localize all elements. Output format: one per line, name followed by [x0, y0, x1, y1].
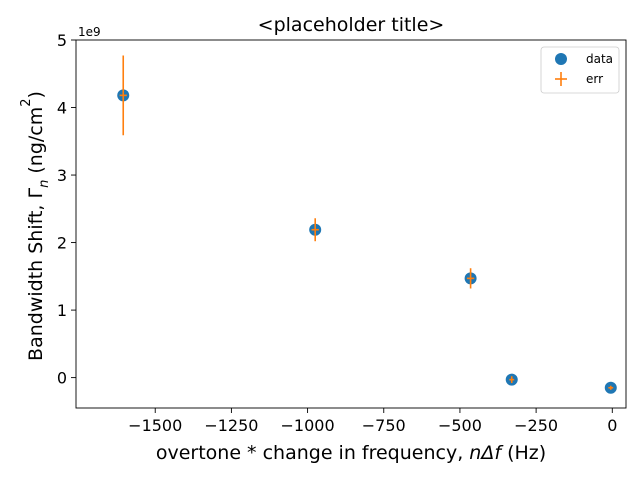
plot-area [75, 39, 627, 409]
y-tick-label: 5 [57, 31, 67, 50]
error-bar [509, 376, 515, 384]
x-axis-label: overtone * change in frequency, nΔf (Hz) [156, 442, 546, 464]
error-bar [119, 55, 127, 136]
y-axis-label: Bandwidth Shift, Γn (ng/cm2) [19, 91, 52, 361]
x-tick-label: −500 [438, 416, 482, 435]
error-bar [311, 218, 319, 242]
y-axis: 0 1 2 3 4 5 [57, 31, 76, 388]
error-bar [608, 385, 614, 390]
y-tick-label: 0 [57, 369, 67, 388]
x-tick-label: −1250 [204, 416, 258, 435]
legend-data-label: data [586, 52, 613, 66]
x-tick-label: −1000 [281, 416, 335, 435]
chart-title: <placeholder title> [258, 14, 445, 36]
legend: data err [540, 46, 620, 94]
x-tick-label: 0 [607, 416, 617, 435]
series-layer [117, 55, 617, 394]
x-tick-label: −1500 [128, 416, 182, 435]
y-tick-label: 2 [57, 234, 67, 253]
x-axis: −1500 −1250 −1000 −750 −500 −250 0 [128, 408, 617, 435]
x-tick-label: −250 [514, 416, 558, 435]
y-exponent-label: 1e9 [78, 25, 101, 39]
y-tick-label: 3 [57, 166, 67, 185]
legend-err-label: err [586, 72, 603, 86]
error-bar [466, 268, 475, 289]
x-tick-label: −750 [362, 416, 406, 435]
y-tick-label: 4 [57, 99, 67, 118]
y-tick-label: 1 [57, 301, 67, 320]
legend-data-marker [555, 53, 567, 65]
